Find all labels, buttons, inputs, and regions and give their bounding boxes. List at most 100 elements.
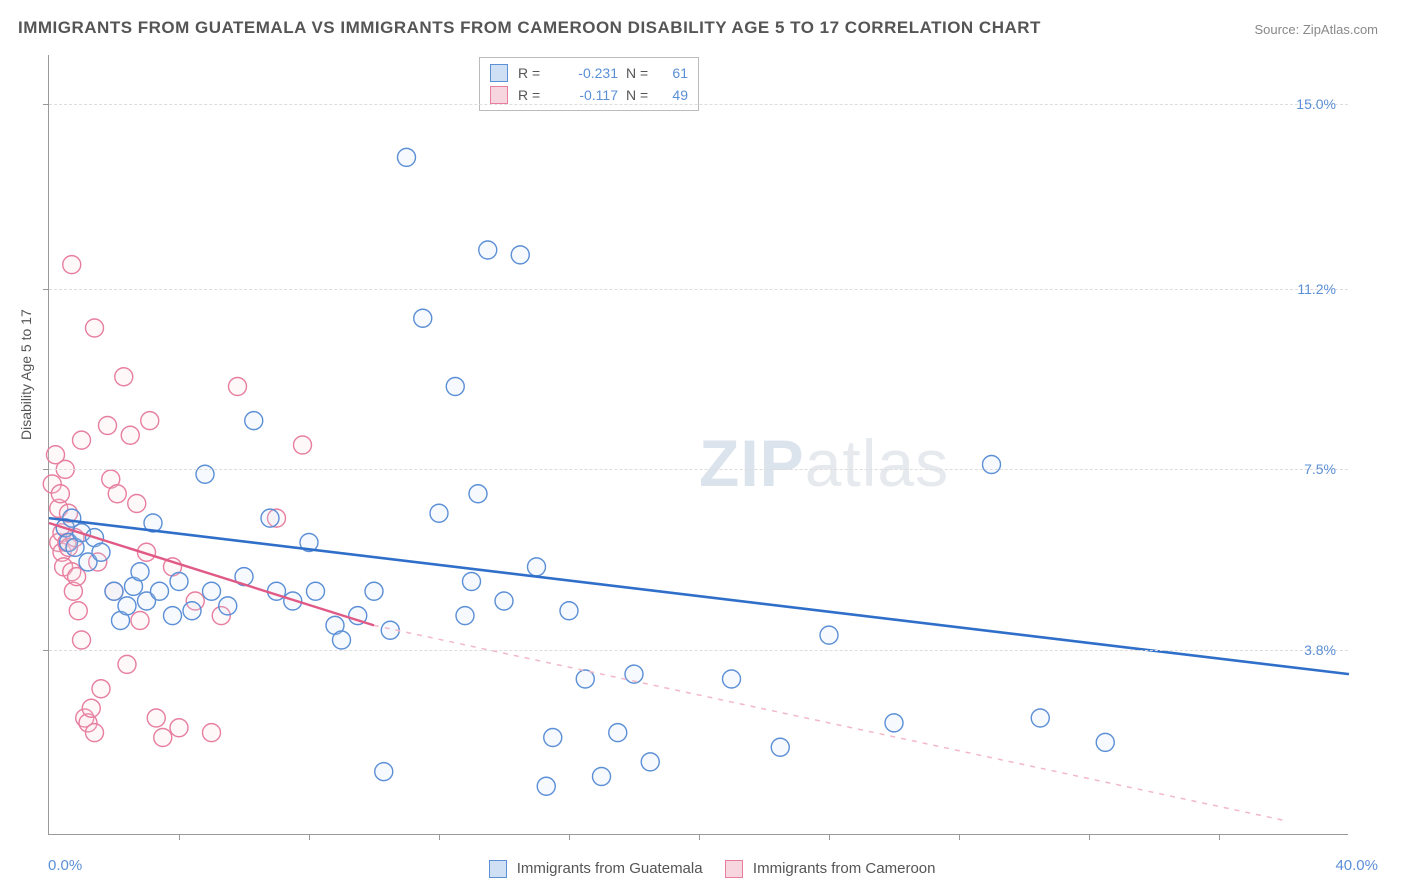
data-point (86, 724, 104, 742)
data-point (414, 309, 432, 327)
data-point (183, 602, 201, 620)
data-point (456, 607, 474, 625)
data-point (108, 485, 126, 503)
r-value: -0.231 (558, 65, 618, 81)
data-point (333, 631, 351, 649)
data-point (151, 582, 169, 600)
x-tick-mark (1219, 834, 1220, 840)
y-axis-label: Disability Age 5 to 17 (18, 309, 34, 440)
legend-swatch-icon (490, 64, 508, 82)
data-point (196, 465, 214, 483)
legend-series: Immigrants from Guatemala Immigrants fro… (0, 860, 1406, 878)
data-point (203, 724, 221, 742)
data-point (105, 582, 123, 600)
chart-title: IMMIGRANTS FROM GUATEMALA VS IMMIGRANTS … (18, 18, 1041, 38)
chart-svg (49, 55, 1348, 834)
data-point (641, 753, 659, 771)
data-point (245, 412, 263, 430)
gridline (49, 650, 1348, 651)
legend-series-label: Immigrants from Cameroon (753, 860, 936, 877)
gridline (49, 104, 1348, 105)
x-tick-mark (569, 834, 570, 840)
data-point (885, 714, 903, 732)
data-point (307, 582, 325, 600)
data-point (131, 563, 149, 581)
y-tick-mark (43, 650, 49, 651)
data-point (469, 485, 487, 503)
y-tick-mark (43, 289, 49, 290)
data-point (147, 709, 165, 727)
source-label: Source: ZipAtlas.com (1254, 22, 1378, 37)
r-label: R = (518, 65, 558, 81)
data-point (128, 495, 146, 513)
data-point (398, 148, 416, 166)
legend-swatch-icon (725, 860, 743, 878)
data-point (121, 426, 139, 444)
n-label: N = (626, 65, 658, 81)
data-point (495, 592, 513, 610)
data-point (430, 504, 448, 522)
y-tick-mark (43, 469, 49, 470)
data-point (560, 602, 578, 620)
data-point (1096, 733, 1114, 751)
plot-area: ZIPatlas R = -0.231 N = 61 R = -0.117 N … (48, 55, 1348, 835)
data-point (141, 412, 159, 430)
data-point (73, 631, 91, 649)
data-point (99, 417, 117, 435)
x-tick-mark (699, 834, 700, 840)
data-point (170, 719, 188, 737)
data-point (544, 729, 562, 747)
x-tick-mark (829, 834, 830, 840)
data-point (446, 378, 464, 396)
n-label: N = (626, 87, 658, 103)
x-tick-mark (179, 834, 180, 840)
data-point (164, 607, 182, 625)
n-value: 49 (658, 87, 688, 103)
gridline (49, 469, 1348, 470)
data-point (170, 573, 188, 591)
data-point (115, 368, 133, 386)
legend-series-label: Immigrants from Guatemala (517, 860, 703, 877)
legend-swatch-icon (489, 860, 507, 878)
data-point (723, 670, 741, 688)
data-point (820, 626, 838, 644)
trend-line (374, 625, 1284, 820)
data-point (463, 573, 481, 591)
data-point (528, 558, 546, 576)
data-point (479, 241, 497, 259)
n-value: 61 (658, 65, 688, 81)
data-point (68, 568, 86, 586)
data-point (537, 777, 555, 795)
data-point (219, 597, 237, 615)
y-tick-mark (43, 104, 49, 105)
data-point (511, 246, 529, 264)
x-tick-mark (959, 834, 960, 840)
legend-stats-row: R = -0.117 N = 49 (490, 84, 688, 106)
data-point (1031, 709, 1049, 727)
data-point (69, 602, 87, 620)
data-point (118, 597, 136, 615)
gridline (49, 289, 1348, 290)
r-value: -0.117 (558, 87, 618, 103)
y-tick-label: 7.5% (1304, 461, 1336, 477)
data-point (82, 699, 100, 717)
data-point (771, 738, 789, 756)
data-point (229, 378, 247, 396)
r-label: R = (518, 87, 558, 103)
data-point (63, 256, 81, 274)
x-tick-mark (1089, 834, 1090, 840)
data-point (983, 456, 1001, 474)
legend-swatch-icon (490, 86, 508, 104)
data-point (294, 436, 312, 454)
data-point (203, 582, 221, 600)
data-point (375, 763, 393, 781)
data-point (261, 509, 279, 527)
data-point (593, 768, 611, 786)
y-tick-label: 15.0% (1296, 96, 1336, 112)
data-point (73, 431, 91, 449)
data-point (92, 543, 110, 561)
x-tick-mark (439, 834, 440, 840)
legend-stats-row: R = -0.231 N = 61 (490, 62, 688, 84)
y-tick-label: 3.8% (1304, 642, 1336, 658)
data-point (609, 724, 627, 742)
